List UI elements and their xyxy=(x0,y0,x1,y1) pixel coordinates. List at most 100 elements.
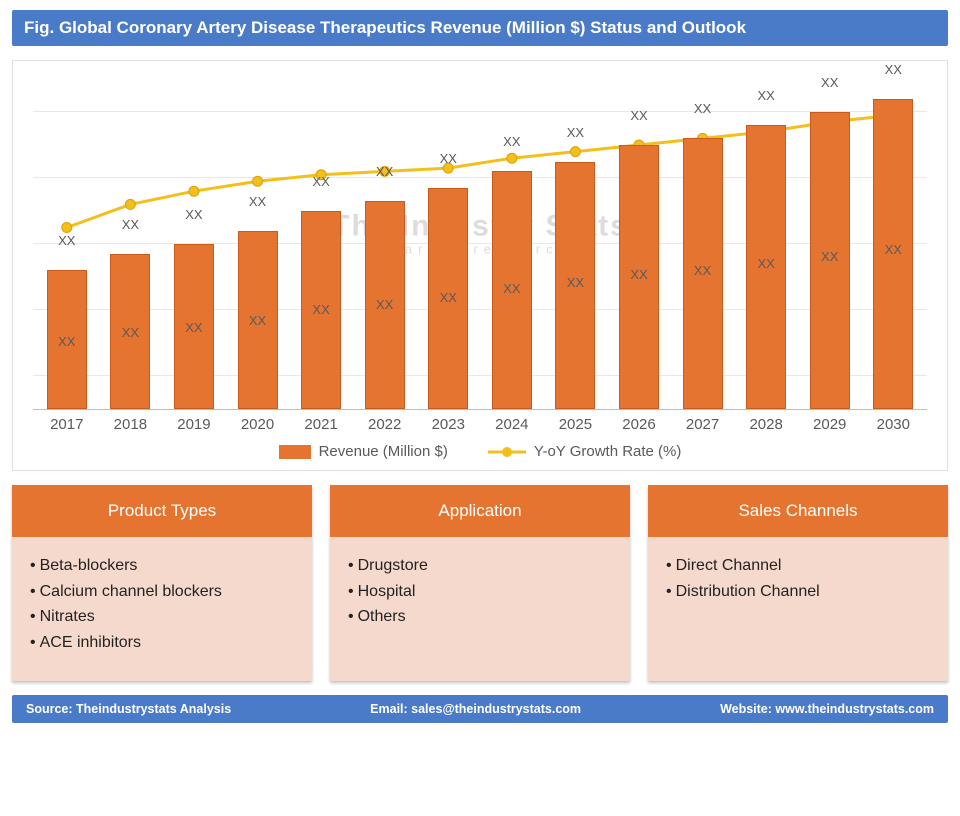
panel-item: Direct Channel xyxy=(666,553,930,579)
x-tick: 2026 xyxy=(611,416,667,433)
bar-slot: XX XX xyxy=(39,79,95,409)
bar-series: XX XX XX XX XX XX XX XX XX XX XX XX XX XX XX XX XX XX XX XX… xyxy=(33,79,927,409)
panel-item: Drugstore xyxy=(348,553,612,579)
bar-inner-label: XX xyxy=(567,275,584,290)
legend: Revenue (Million $) Y-oY Growth Rate (%) xyxy=(33,433,927,460)
figure-title: Fig. Global Coronary Artery Disease Ther… xyxy=(12,10,948,46)
bar: XX xyxy=(873,99,913,409)
panel-item: Hospital xyxy=(348,579,612,605)
x-tick: 2018 xyxy=(103,416,159,433)
bar: XX xyxy=(365,201,405,409)
line-swatch xyxy=(488,445,526,459)
bar-top-label: XX xyxy=(885,62,902,77)
panel-title: Application xyxy=(330,485,630,537)
bar-swatch xyxy=(279,445,311,459)
bar: XX xyxy=(492,171,532,409)
bar-top-label: XX xyxy=(630,108,647,123)
panel-body: DrugstoreHospitalOthers xyxy=(330,537,630,681)
bar: XX xyxy=(746,125,786,409)
bar-inner-label: XX xyxy=(376,297,393,312)
panel-item: Nitrates xyxy=(30,604,294,630)
x-tick: 2019 xyxy=(166,416,222,433)
bar-inner-label: XX xyxy=(821,249,838,264)
bar-top-label: XX xyxy=(757,88,774,103)
chart-container: The Industry Stats market research XXXXX… xyxy=(12,60,948,471)
footer: Source: Theindustrystats Analysis Email:… xyxy=(12,695,948,723)
bar-inner-label: XX xyxy=(249,313,266,328)
info-panel: Product TypesBeta-blockersCalcium channe… xyxy=(12,485,312,681)
x-tick: 2022 xyxy=(357,416,413,433)
bar: XX xyxy=(110,254,150,409)
x-tick: 2028 xyxy=(738,416,794,433)
bar-top-label: XX xyxy=(821,75,838,90)
bar-inner-label: XX xyxy=(185,320,202,335)
panel-body: Beta-blockersCalcium channel blockersNit… xyxy=(12,537,312,681)
bar: XX xyxy=(619,145,659,409)
footer-email: Email: sales@theindustrystats.com xyxy=(370,702,581,716)
x-tick: 2021 xyxy=(293,416,349,433)
bar: XX xyxy=(47,270,87,409)
bar: XX xyxy=(810,112,850,409)
footer-site: Website: www.theindustrystats.com xyxy=(720,702,934,716)
bar-slot: XX XX xyxy=(230,79,286,409)
bar-slot: XXXX xyxy=(802,79,858,409)
legend-item-revenue: Revenue (Million $) xyxy=(279,443,448,460)
panel-item: Beta-blockers xyxy=(30,553,294,579)
panel-item: Calcium channel blockers xyxy=(30,579,294,605)
bar-slot: XX XX xyxy=(420,79,476,409)
panel-title: Sales Channels xyxy=(648,485,948,537)
panel-item: ACE inhibitors xyxy=(30,630,294,656)
x-tick: 2029 xyxy=(802,416,858,433)
info-panel: Sales Channels Direct ChannelDistribution… xyxy=(648,485,948,681)
panel-title: Product Types xyxy=(12,485,312,537)
bar-top-label: XX xyxy=(440,151,457,166)
bar: XX xyxy=(428,188,468,409)
plot-area: XX XX XX XX XX XX XX XX XX XX XX XX XX XX XX XX XX XX XX XX… xyxy=(33,79,927,409)
bar: XX xyxy=(301,211,341,409)
bar-slot: XXXX xyxy=(484,79,540,409)
bar-slot: XX XX xyxy=(357,79,413,409)
legend-label-revenue: Revenue (Million $) xyxy=(319,443,448,460)
x-tick: 2023 xyxy=(420,416,476,433)
bar-top-label: XX xyxy=(567,125,584,140)
bar-slot: XX XX xyxy=(166,79,222,409)
x-tick: 2027 xyxy=(675,416,731,433)
x-tick: 2024 xyxy=(484,416,540,433)
bar-inner-label: XX xyxy=(503,281,520,296)
bar-inner-label: XX xyxy=(885,242,902,257)
x-tick: 2025 xyxy=(548,416,604,433)
bar-slot: XX XX xyxy=(738,79,794,409)
bar-slot: XX XX xyxy=(293,79,349,409)
bar-slot: XX XX xyxy=(611,79,667,409)
bar-inner-label: XX xyxy=(122,325,139,340)
bar-slot: XX XX xyxy=(103,79,159,409)
bar-top-label: XX xyxy=(694,101,711,116)
bar: XX xyxy=(555,162,595,410)
x-axis: 2017 2018 2019 2020 2021 2022 2023 2024 2025 2026… xyxy=(33,409,927,433)
info-panels: Product TypesBeta-blockersCalcium channe… xyxy=(12,485,948,681)
x-tick: 2017 xyxy=(39,416,95,433)
bar-top-label: XX xyxy=(376,164,393,179)
bar-inner-label: XX xyxy=(694,263,711,278)
bar-top-label: XX xyxy=(58,233,75,248)
bar-inner-label: XX xyxy=(312,302,329,317)
bar-inner-label: XX xyxy=(58,334,75,349)
bar-inner-label: XX xyxy=(757,256,774,271)
bar: XX xyxy=(238,231,278,409)
bar-top-label: XX xyxy=(249,194,266,209)
legend-item-growth: Y-oY Growth Rate (%) xyxy=(488,443,682,460)
legend-label-growth: Y-oY Growth Rate (%) xyxy=(534,443,682,460)
panel-item: Distribution Channel xyxy=(666,579,930,605)
bar: XX xyxy=(683,138,723,409)
bar-slot: XXXX xyxy=(866,79,922,409)
panel-item: Others xyxy=(348,604,612,630)
bar-slot: XX XX xyxy=(675,79,731,409)
bar-inner-label: XX xyxy=(630,267,647,282)
bar-top-label: XX xyxy=(185,207,202,222)
bar-top-label: XX xyxy=(312,174,329,189)
x-tick: 2020 xyxy=(230,416,286,433)
info-panel: ApplicationDrugstoreHospitalOthers xyxy=(330,485,630,681)
bar-top-label: XX xyxy=(122,217,139,232)
bar-slot: XX XX xyxy=(548,79,604,409)
bar-inner-label: XX xyxy=(440,290,457,305)
